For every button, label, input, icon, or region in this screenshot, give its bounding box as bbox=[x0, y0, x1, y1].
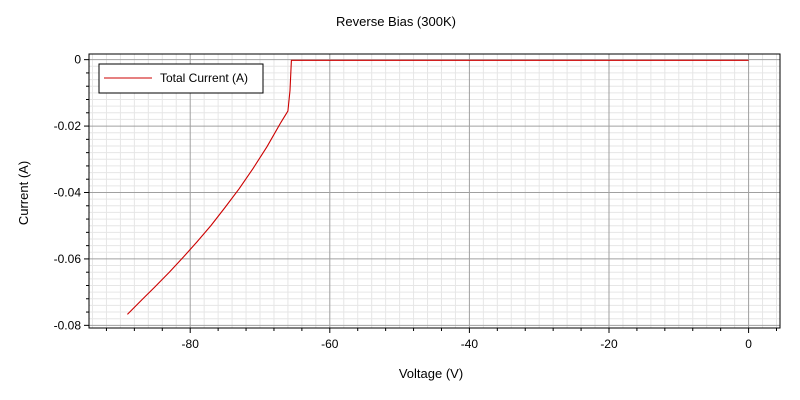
series-group bbox=[127, 59, 749, 315]
y-tick-label: -0.08 bbox=[54, 318, 82, 332]
x-tick-label: -60 bbox=[321, 337, 339, 351]
plot-area bbox=[88, 53, 781, 329]
major-grid bbox=[89, 54, 780, 328]
legend-label: Total Current (A) bbox=[160, 71, 248, 85]
x-tick-label: -20 bbox=[600, 337, 618, 351]
y-tick-label: -0.06 bbox=[54, 252, 82, 266]
y-tick-label: 0 bbox=[74, 53, 81, 67]
minor-grid bbox=[89, 54, 780, 328]
y-axis-label: Current (A) bbox=[16, 161, 31, 225]
plot-frame bbox=[88, 53, 781, 329]
series-line-0 bbox=[127, 59, 749, 315]
x-axis-ticks: -80 -60 -40 -20 0 bbox=[105, 328, 778, 351]
x-tick-label: -80 bbox=[182, 337, 200, 351]
y-tick-label: -0.04 bbox=[54, 185, 82, 199]
plot-background bbox=[89, 54, 780, 328]
legend: Total Current (A) bbox=[98, 63, 264, 94]
y-tick-label: -0.02 bbox=[54, 119, 82, 133]
x-tick-label: -40 bbox=[461, 337, 479, 351]
x-tick-label: 0 bbox=[745, 337, 752, 351]
y-axis-ticks: 0 -0.02 -0.04 -0.06 -0.08 bbox=[54, 53, 89, 332]
legend-box bbox=[98, 63, 264, 94]
x-axis-label: Voltage (V) bbox=[399, 366, 463, 381]
chart-title: Reverse Bias (300K) bbox=[336, 14, 456, 29]
